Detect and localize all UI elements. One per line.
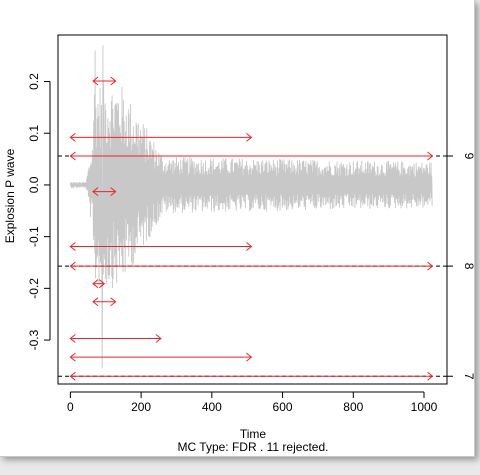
chart-subtitle: MC Type: FDR . 11 rejected. xyxy=(178,440,329,454)
level-arrow-8 xyxy=(69,261,434,271)
right-tick-label-9: 9 xyxy=(462,153,474,160)
x-tick-label: 1000 xyxy=(411,400,438,414)
interval-arrow-7 xyxy=(69,352,253,362)
x-axis: 0 200 400 600 800 1000 xyxy=(67,391,438,414)
interval-arrow-0 xyxy=(92,76,117,86)
level-arrow-9 xyxy=(69,151,434,161)
x-axis-label: Time xyxy=(240,427,267,441)
y-axis: -0.3 -0.2 -0.1 0.0 0.1 0.2 xyxy=(27,73,51,350)
x-tick-label: 800 xyxy=(343,400,363,414)
plot-frame xyxy=(57,34,448,385)
right-tick-label-8: 8 xyxy=(462,263,474,270)
x-tick-label: 400 xyxy=(202,400,222,414)
interval-arrow-3 xyxy=(69,242,253,251)
y-tick-label: 0.0 xyxy=(27,176,41,193)
y-axis-label: Explosion P wave xyxy=(3,148,17,243)
interval-arrow-2 xyxy=(92,187,117,197)
y-tick-label: 0.1 xyxy=(27,125,41,142)
interval-arrow-1 xyxy=(69,132,253,142)
y-tick-label: -0.3 xyxy=(27,329,41,350)
y-tick-label: -0.1 xyxy=(27,226,41,247)
levels-layer xyxy=(58,151,447,381)
interval-arrow-4 xyxy=(92,279,106,289)
x-tick-label: 0 xyxy=(67,400,74,414)
series-line xyxy=(69,45,433,369)
plot-window: 0 200 400 600 800 1000 -0.3 -0.2 -0.1 0.0 0.1 0.2 … xyxy=(0,0,475,457)
level-arrow-7 xyxy=(69,371,434,381)
interval-arrow-6 xyxy=(69,334,162,343)
right-axis: 9 8 7 xyxy=(447,153,474,380)
x-tick-label: 200 xyxy=(131,400,151,414)
y-tick-label: -0.2 xyxy=(27,278,41,299)
x-tick-label: 600 xyxy=(273,400,293,414)
right-tick-label-7: 7 xyxy=(462,373,474,380)
intervals-layer xyxy=(69,76,253,362)
chart: 0 200 400 600 800 1000 -0.3-0.2-0.10.00.10.2 … xyxy=(3,34,474,454)
series-layer xyxy=(69,45,433,369)
y-tick-label: 0.2 xyxy=(27,73,41,90)
interval-arrow-5 xyxy=(92,297,117,307)
